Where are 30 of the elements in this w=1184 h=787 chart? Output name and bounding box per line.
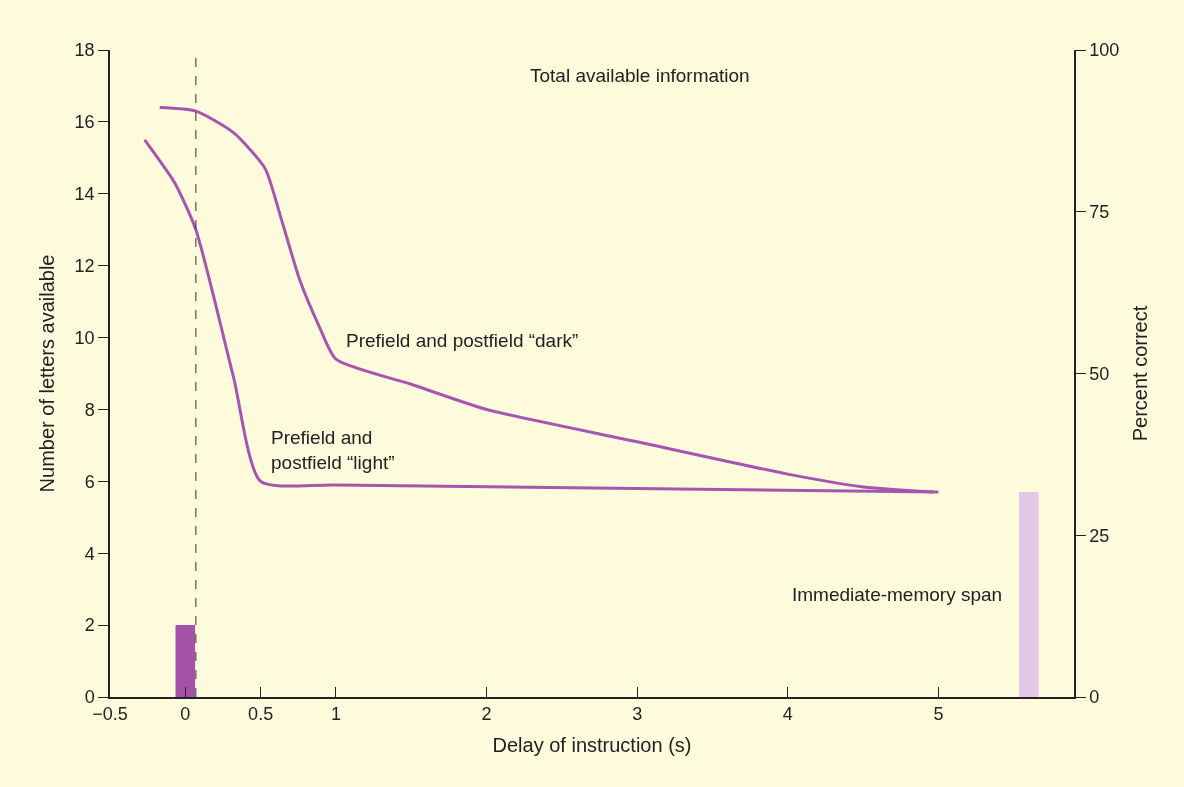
y-tick-label: 14: [74, 184, 95, 205]
annotation: Total available information: [530, 65, 750, 86]
y2-axis-title: Percent correct: [1129, 305, 1152, 442]
y-tick-label: 2: [84, 615, 95, 636]
series-label: Immediate-memory span: [792, 584, 1003, 605]
x-axis-title: Delay of instruction (s): [492, 734, 692, 757]
y-tick-label: 0: [84, 687, 95, 708]
y-tick-label: 6: [84, 471, 95, 492]
y2-tick-label: 100: [1089, 40, 1120, 61]
x-tick-label: 0: [180, 704, 191, 725]
y2-tick-label: 25: [1089, 525, 1110, 546]
y-tick-label: 10: [74, 327, 95, 348]
series-label: Prefield and postfield “light”: [271, 427, 395, 473]
y2-tick-label: 0: [1089, 687, 1100, 708]
y-tick-label: 8: [84, 399, 95, 420]
y-tick-label: 18: [74, 40, 95, 61]
series-label: Prefield and postfield “dark”: [346, 330, 579, 351]
x-tick-label: 0.5: [248, 704, 274, 725]
y-tick-label: 16: [74, 112, 95, 133]
y-axis-title: Number of letters available: [35, 254, 58, 493]
y2-tick-label: 75: [1089, 202, 1110, 223]
x-tick-label: −0.5: [92, 704, 128, 725]
x-tick-label: 5: [933, 704, 944, 725]
x-tick-label: 4: [782, 704, 793, 725]
y2-tick-label: 50: [1089, 363, 1110, 384]
y-tick-label: 4: [84, 543, 95, 564]
y-tick-label: 12: [74, 255, 95, 276]
x-tick-label: 3: [632, 704, 643, 725]
x-tick-label: 2: [481, 704, 492, 725]
x-tick-label: 1: [330, 704, 341, 725]
